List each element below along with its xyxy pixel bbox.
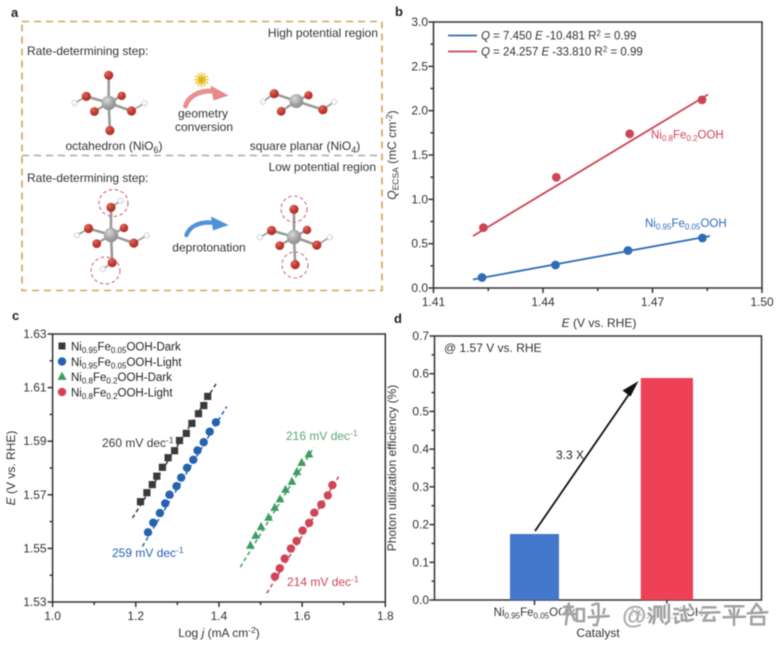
- svg-text:High potential region: High potential region: [268, 26, 378, 40]
- svg-text:216 mV dec-1: 216 mV dec-1: [286, 428, 358, 443]
- svg-text:1.8: 1.8: [377, 609, 394, 623]
- svg-text:E (V vs. RHE): E (V vs. RHE): [562, 316, 637, 330]
- svg-text:b: b: [395, 4, 403, 19]
- svg-text:Log j (mA cm-2): Log j (mA cm-2): [178, 625, 260, 640]
- svg-text:0.0: 0.0: [412, 593, 429, 607]
- svg-text:1.59: 1.59: [23, 434, 47, 448]
- svg-text:@: @: [622, 602, 646, 630]
- svg-text:1.61: 1.61: [23, 381, 47, 395]
- svg-text:square planar (NiO4): square planar (NiO4): [250, 139, 360, 155]
- svg-text:QECSA (mC cm-2): QECSA (mC cm-2): [384, 110, 401, 199]
- svg-text:1.6: 1.6: [294, 609, 311, 623]
- svg-text:0.2: 0.2: [412, 518, 429, 532]
- svg-text:1.47: 1.47: [641, 295, 665, 309]
- svg-text:3.3 X: 3.3 X: [556, 448, 584, 462]
- svg-text:1.44: 1.44: [531, 295, 555, 309]
- svg-text:260 mV dec-1: 260 mV dec-1: [102, 435, 174, 450]
- svg-text:a: a: [11, 5, 19, 20]
- svg-text:0.3: 0.3: [412, 480, 429, 494]
- svg-text:0.5: 0.5: [412, 404, 429, 418]
- svg-text:Ni0.95Fe0.05OOH-Dark: Ni0.95Fe0.05OOH-Dark: [71, 341, 181, 355]
- svg-text:1.0: 1.0: [44, 609, 61, 623]
- svg-text:@ 1.57 V vs. RHE: @ 1.57 V vs. RHE: [444, 341, 542, 355]
- svg-text:deprotonation: deprotonation: [172, 241, 245, 255]
- svg-text:0.1: 0.1: [412, 555, 429, 569]
- svg-text:3.0: 3.0: [411, 15, 428, 29]
- svg-text:E (V vs. RHE): E (V vs. RHE): [4, 431, 18, 506]
- svg-text:conversion: conversion: [175, 120, 233, 134]
- svg-text:0.7: 0.7: [412, 329, 429, 343]
- svg-text:1.50: 1.50: [750, 295, 774, 309]
- svg-text:Rate-determining step:: Rate-determining step:: [27, 171, 148, 185]
- svg-text:octahedron (NiO6): octahedron (NiO6): [65, 139, 162, 155]
- svg-text:1.2: 1.2: [127, 609, 144, 623]
- svg-text:1.41: 1.41: [422, 295, 446, 309]
- svg-text:1.55: 1.55: [23, 541, 47, 555]
- svg-text:d: d: [394, 311, 402, 326]
- svg-text:Q = 7.450 E -10.481 R2 = 0.99: Q = 7.450 E -10.481 R2 = 0.99: [481, 29, 636, 43]
- svg-text:Ni0.8Fe0.2OOH-Dark: Ni0.8Fe0.2OOH-Dark: [71, 372, 172, 386]
- svg-text:1.63: 1.63: [23, 327, 47, 341]
- svg-text:259 mV dec-1: 259 mV dec-1: [112, 545, 184, 560]
- svg-text:1.0: 1.0: [411, 192, 428, 206]
- svg-text:0.4: 0.4: [412, 442, 429, 456]
- svg-text:2.5: 2.5: [411, 59, 428, 73]
- svg-text:Ni0.95Fe0.05OOH: Ni0.95Fe0.05OOH: [645, 218, 727, 232]
- svg-text:Rate-determining step:: Rate-determining step:: [27, 44, 148, 58]
- svg-text:1.4: 1.4: [211, 609, 228, 623]
- svg-text:c: c: [12, 308, 19, 323]
- svg-text:Catalyst: Catalyst: [576, 626, 620, 640]
- svg-text:Low potential region: Low potential region: [269, 160, 376, 174]
- svg-text:0.0: 0.0: [411, 281, 428, 295]
- svg-text:2.0: 2.0: [411, 104, 428, 118]
- svg-text:Photon utilization efficiency: Photon utilization efficiency (%): [385, 385, 399, 552]
- svg-text:geometry: geometry: [178, 107, 228, 121]
- svg-text:214 mV dec-1: 214 mV dec-1: [287, 574, 359, 589]
- svg-text:0.6: 0.6: [412, 367, 429, 381]
- svg-text:1.53: 1.53: [23, 595, 47, 609]
- svg-text:Ni0.8Fe0.2OOH-Light: Ni0.8Fe0.2OOH-Light: [71, 387, 173, 401]
- svg-text:0.5: 0.5: [411, 237, 428, 251]
- svg-text:1.5: 1.5: [411, 148, 428, 162]
- svg-text:@: @: [622, 602, 646, 630]
- svg-text:1.57: 1.57: [23, 488, 47, 502]
- svg-text:Ni0.95Fe0.05OOH-Light: Ni0.95Fe0.05OOH-Light: [71, 357, 182, 371]
- svg-text:Q = 24.257 E -33.810 R2 = 0.99: Q = 24.257 E -33.810 R2 = 0.99: [481, 45, 643, 59]
- svg-text:Ni0.8Fe0.2OOH: Ni0.8Fe0.2OOH: [651, 130, 724, 144]
